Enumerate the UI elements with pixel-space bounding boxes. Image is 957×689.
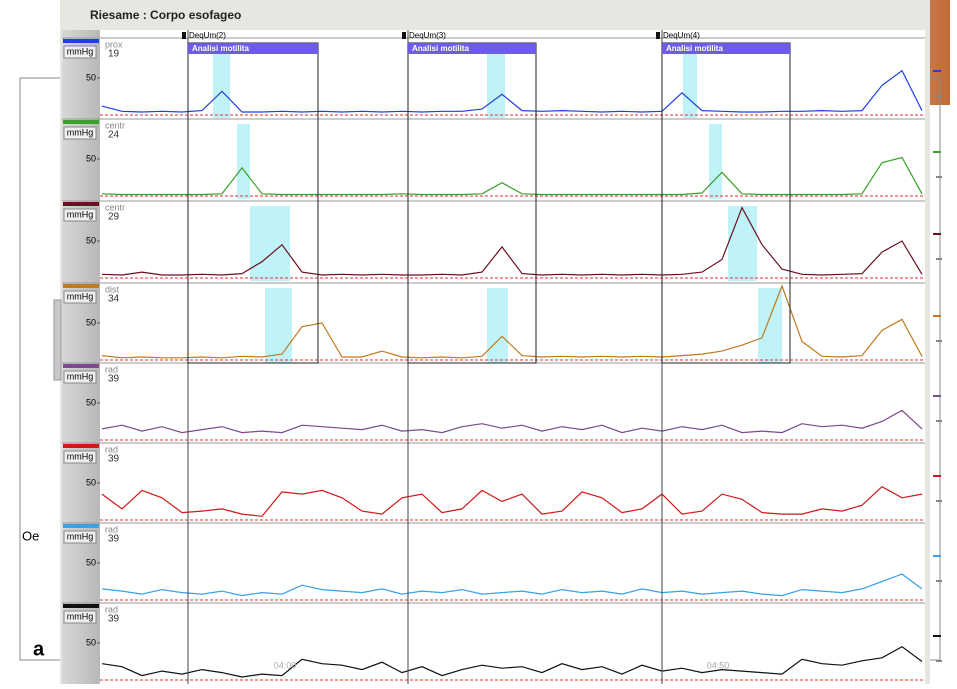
side-marker bbox=[936, 580, 942, 582]
highlight bbox=[487, 43, 505, 118]
side-marker bbox=[936, 340, 942, 342]
event-label: DeqUm(3) bbox=[409, 31, 446, 40]
channel-number: 39 bbox=[108, 614, 120, 625]
analysis-label: Analisi motilita bbox=[192, 44, 249, 53]
channel-color bbox=[63, 444, 99, 448]
tick-label: 50 bbox=[86, 477, 96, 487]
unit: mmHg bbox=[67, 46, 94, 56]
channel-number: 29 bbox=[108, 212, 120, 223]
tick-label: 50 bbox=[86, 153, 96, 163]
highlight bbox=[487, 288, 508, 363]
side-marker bbox=[936, 176, 942, 178]
side-marker bbox=[936, 258, 942, 260]
channel-color bbox=[63, 524, 99, 528]
highlight bbox=[250, 206, 290, 281]
channel-number: 39 bbox=[108, 374, 120, 385]
highlight bbox=[709, 124, 722, 199]
side-marker bbox=[936, 420, 942, 422]
splitter[interactable] bbox=[54, 300, 61, 380]
highlight bbox=[728, 206, 757, 281]
plot-area bbox=[100, 30, 925, 684]
time-label: 04:00 bbox=[274, 660, 297, 670]
highlight bbox=[758, 288, 782, 363]
channel-number: 39 bbox=[108, 534, 120, 545]
unit: mmHg bbox=[67, 127, 94, 137]
event-label: DeqUm(4) bbox=[663, 31, 700, 40]
channel-color bbox=[63, 202, 99, 206]
event-flag bbox=[182, 32, 186, 39]
highlight bbox=[265, 288, 292, 363]
side-marker bbox=[933, 635, 941, 637]
tick-label: 50 bbox=[86, 72, 96, 82]
channel-color bbox=[63, 364, 99, 368]
unit: mmHg bbox=[67, 371, 94, 381]
highlight bbox=[683, 43, 697, 118]
side-marker bbox=[936, 500, 942, 502]
tick-label: 50 bbox=[86, 637, 96, 647]
figure-text: Oe bbox=[22, 528, 39, 543]
side-marker bbox=[933, 555, 941, 557]
unit: mmHg bbox=[67, 209, 94, 219]
side-marker bbox=[933, 315, 941, 317]
window-title: Riesame : Corpo esofageo bbox=[90, 8, 241, 22]
channel-number: 39 bbox=[108, 454, 120, 465]
unit: mmHg bbox=[67, 531, 94, 541]
channel-color bbox=[63, 604, 99, 608]
highlight bbox=[237, 124, 250, 199]
analysis-label: Analisi motilita bbox=[412, 44, 469, 53]
unit: mmHg bbox=[67, 611, 94, 621]
tick-label: 50 bbox=[86, 397, 96, 407]
channel-number: 24 bbox=[108, 130, 120, 141]
page: {"window":{"title":"Riesame : Corpo esof… bbox=[0, 0, 957, 684]
unit: mmHg bbox=[67, 291, 94, 301]
unit: mmHg bbox=[67, 451, 94, 461]
event-label: DeqUm(2) bbox=[189, 31, 226, 40]
channel-color bbox=[63, 39, 99, 43]
tick-label: 50 bbox=[86, 235, 96, 245]
event-flag bbox=[402, 32, 406, 39]
screenshot: Oe a Riesame : Corpo esofageo mmHg50prox… bbox=[0, 0, 957, 684]
side-marker bbox=[936, 95, 942, 97]
highlight bbox=[213, 43, 230, 118]
side-marker bbox=[933, 475, 941, 477]
event-flag bbox=[656, 32, 660, 39]
side-marker bbox=[936, 660, 942, 662]
side-marker bbox=[933, 70, 941, 72]
channel-number: 19 bbox=[108, 49, 120, 60]
side-marker bbox=[933, 151, 941, 153]
tick-label: 50 bbox=[86, 317, 96, 327]
channel-color bbox=[63, 120, 99, 124]
figure-label: a bbox=[33, 638, 45, 660]
side-marker bbox=[933, 233, 941, 235]
analysis-label: Analisi motilita bbox=[666, 44, 723, 53]
channel-color bbox=[63, 284, 99, 288]
side-marker bbox=[933, 395, 941, 397]
time-label: 04:50 bbox=[707, 660, 730, 670]
tick-label: 50 bbox=[86, 557, 96, 567]
channel-number: 34 bbox=[108, 294, 120, 305]
